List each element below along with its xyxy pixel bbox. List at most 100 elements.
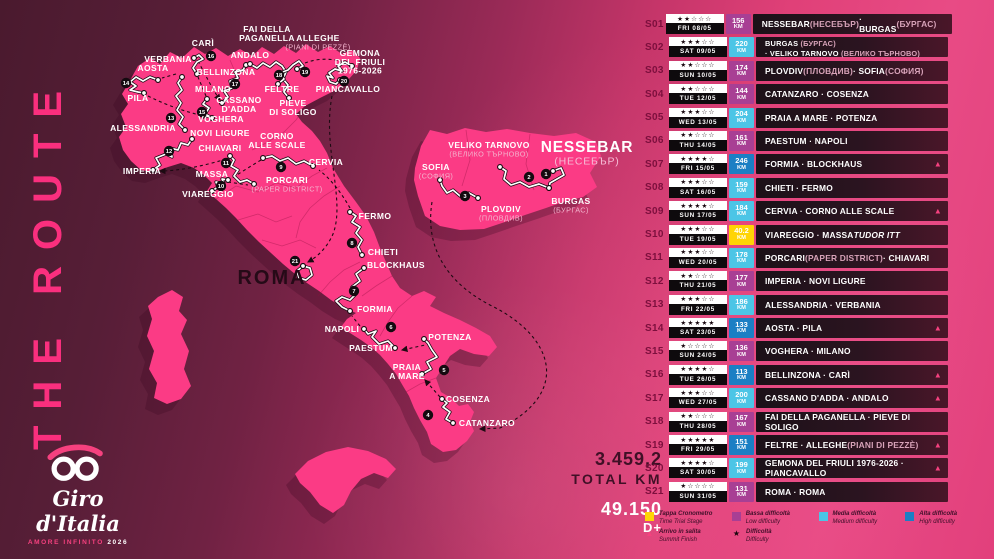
stage-km-badge: 200 KM bbox=[729, 388, 754, 409]
svg-text:6: 6 bbox=[389, 325, 393, 331]
city-label: ALLEGHE (PIANI DI PEZZÈ) bbox=[285, 33, 350, 52]
city-dot bbox=[300, 263, 306, 269]
stage-name: CATANZARO · COSENZA bbox=[756, 84, 948, 105]
stage-date: SUN 31/05 bbox=[669, 490, 727, 502]
city-label: BLOCKHAUS bbox=[367, 260, 425, 270]
stage-row: S20 ★★★★☆ SAT 30/05 199 KM GEMONA DEL FRIULI … bbox=[645, 458, 948, 479]
stage-row: S01 ★★☆☆☆ FRI 08/05 156 KM NESSEBAR (НЕСЕБЪР)… bbox=[645, 14, 953, 34]
stage-difficulty-stars: ★★★★★ bbox=[669, 318, 727, 328]
city-dot bbox=[286, 95, 292, 101]
stage-km-badge: 156 KM bbox=[725, 14, 751, 34]
city-label: COSENZA bbox=[446, 394, 490, 404]
city-label: PIEVE DI SOLIGO bbox=[269, 98, 317, 117]
stage-difficulty-stars: ★★★☆☆ bbox=[669, 177, 727, 187]
city-dot bbox=[189, 136, 195, 142]
stage-difficulty-stars: ★☆☆☆☆ bbox=[669, 481, 727, 491]
stage-km-badge: 178 KM bbox=[729, 247, 754, 268]
city-dot bbox=[546, 185, 552, 191]
city-dot bbox=[419, 371, 425, 377]
city-label: PLOVDIV (ПЛОВДИВ) bbox=[479, 204, 523, 223]
stage-marker bbox=[120, 77, 132, 89]
stage-marker bbox=[275, 161, 287, 173]
stage-date: THU 28/05 bbox=[669, 420, 727, 432]
stage-name: CHIETI · FERMO bbox=[756, 177, 948, 198]
svg-text:7: 7 bbox=[352, 289, 355, 295]
city-dot bbox=[225, 177, 231, 183]
city-label: CARÌ bbox=[192, 38, 214, 48]
stage-id: S08 bbox=[645, 182, 664, 194]
stage-row: S09 ★★★★☆ SUN 17/05 184 KM CERVIA · CORNO ALL… bbox=[645, 201, 948, 222]
city-dot bbox=[150, 167, 156, 173]
stage-name: PAESTUM · NAPOLI bbox=[756, 130, 948, 151]
stage-date: THU 21/05 bbox=[669, 280, 727, 292]
svg-text:21: 21 bbox=[292, 259, 299, 265]
stage-marker bbox=[523, 171, 535, 183]
stage-id: S01 bbox=[645, 18, 664, 30]
stage-km-badge: 159 KM bbox=[729, 177, 754, 198]
city-label: PRAIA A MARE bbox=[389, 362, 425, 381]
city-label: IMPERIA bbox=[123, 166, 161, 176]
legend-item: ★ Difficoltà Difficulty bbox=[732, 529, 772, 543]
city-label: MASSA bbox=[196, 169, 229, 179]
stage-date: WED 27/05 bbox=[669, 397, 727, 409]
city-label: VERBANIA bbox=[144, 54, 192, 64]
stage-list: S01 ★★☆☆☆ FRI 08/05 156 KM NESSEBAR (НЕСЕБЪР)… bbox=[645, 14, 953, 502]
city-label: NAPOLI bbox=[325, 324, 360, 334]
stage-row: S12 ★★☆☆☆ THU 21/05 177 KM IMPERIA · NOVI LIG… bbox=[645, 271, 948, 292]
stage-id: S06 bbox=[645, 135, 664, 147]
stage-name: PORCARI (PAPER DISTRICT) · CHIAVARI bbox=[756, 247, 948, 268]
city-label: CATANZARO bbox=[459, 418, 515, 428]
summit-finish-icon: ▲ bbox=[933, 463, 942, 473]
city-label: AOSTA bbox=[137, 63, 168, 73]
svg-text:3: 3 bbox=[463, 194, 467, 200]
stage-date: TUE 19/05 bbox=[669, 233, 727, 245]
stage-id: S13 bbox=[645, 299, 664, 311]
stage-row: S15 ★☆☆☆☆ SUN 24/05 136 KM VOGHERA · MILANO bbox=[645, 341, 948, 362]
svg-text:5: 5 bbox=[442, 368, 446, 374]
city-dot bbox=[310, 163, 316, 169]
total-elevation-label: D+ bbox=[643, 520, 662, 535]
stage-date: SUN 17/05 bbox=[669, 210, 727, 222]
stage-date: SAT 23/05 bbox=[669, 327, 727, 339]
stage-name: NESSEBAR (НЕСЕБЪР) · BURGAS (БУРГАС) bbox=[752, 14, 953, 34]
stage-difficulty-stars: ★★☆☆☆ bbox=[665, 14, 724, 23]
stage-marker bbox=[229, 78, 241, 90]
giro-logo-wordmark: Giro d'Italia bbox=[36, 486, 120, 536]
stage-marker bbox=[205, 50, 217, 62]
stage-row: S17 ★★★☆☆ WED 27/05 200 KM CASSANO D'ADDA · A… bbox=[645, 388, 948, 409]
city-label: BURGAS (БУРГАС) bbox=[551, 196, 590, 215]
stage-name: FORMIA · BLOCKHAUS ▲ bbox=[756, 154, 948, 175]
giro-logo: Giro d'Italia AMORE INFINITO 2026 bbox=[10, 442, 146, 546]
city-dot bbox=[546, 185, 552, 191]
totals-block: 3.459,2 TOTAL KM 49.150 D+ bbox=[470, 449, 662, 535]
stage-marker bbox=[338, 75, 350, 87]
city-dot bbox=[219, 100, 225, 106]
stage-difficulty-stars: ★★★★☆ bbox=[669, 201, 727, 211]
city-label: FERMO bbox=[359, 211, 392, 221]
stage-id: S05 bbox=[645, 112, 664, 124]
stage-date: FRI 15/05 bbox=[669, 163, 727, 175]
city-label: BELLINZONA bbox=[197, 67, 256, 77]
stage-name: AOSTA · PILA ▲ bbox=[756, 318, 948, 339]
stage-date: SUN 10/05 bbox=[669, 69, 727, 81]
stage-km-badge: 174 KM bbox=[729, 60, 754, 81]
stage-row: S02 ★★★☆☆ SAT 09/05 220 KM BURGAS (БУРГАС) · V… bbox=[645, 37, 948, 58]
city-dot bbox=[550, 168, 556, 174]
stage-difficulty-stars: ★★★☆☆ bbox=[669, 388, 727, 398]
legend-item: Alta difficoltà High difficulty bbox=[905, 511, 992, 526]
city-label: CERVIA bbox=[309, 157, 343, 167]
summit-finish-icon: ▲ bbox=[645, 529, 654, 538]
city-label: PIANCAVALLO bbox=[316, 84, 381, 94]
city-dot bbox=[475, 195, 481, 201]
legend-item: ▲ Arrivo in salita Summit Finish bbox=[645, 529, 701, 543]
svg-text:20: 20 bbox=[341, 79, 347, 85]
city-label: VELIKO TARNOVO (ВЕЛИКО ТЪРНОВО) bbox=[448, 140, 529, 159]
stage-marker bbox=[299, 66, 311, 78]
stage-name: ALESSANDRIA · VERBANIA bbox=[756, 294, 948, 315]
stage-marker bbox=[422, 409, 434, 421]
city-dot bbox=[347, 209, 353, 215]
city-label: PAESTUM bbox=[349, 343, 393, 353]
stage-marker bbox=[348, 285, 360, 297]
svg-text:13: 13 bbox=[168, 116, 175, 122]
stage-date: FRI 22/05 bbox=[669, 303, 727, 315]
